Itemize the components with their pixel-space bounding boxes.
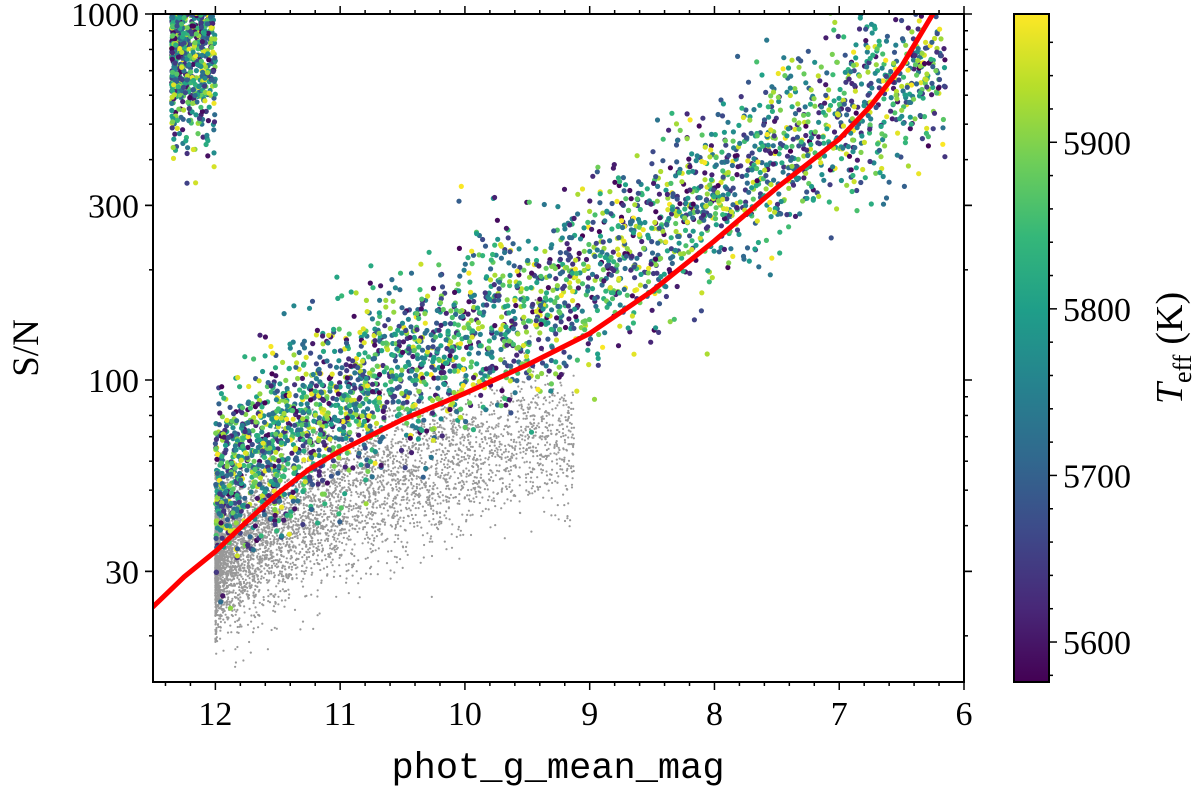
- colorbar-label-unit: (K): [1149, 292, 1191, 345]
- colorbar-label-subscript: eff: [1168, 354, 1197, 383]
- x-axis-label: phot_g_mean_mag: [391, 748, 724, 789]
- y-tick-label: 1000: [71, 0, 139, 34]
- y-axis-label: S/N: [6, 319, 47, 377]
- y-axis: 30 100 300 1000: [71, 0, 972, 637]
- colorbar-tick-label: 5800: [1063, 292, 1131, 329]
- colorbar-gradient: [1013, 13, 1050, 683]
- y-tick-label: 30: [105, 554, 139, 591]
- plot-frame: [152, 13, 965, 683]
- y-tick-label: 300: [88, 188, 139, 225]
- colorbar-tick-label: 5600: [1063, 625, 1131, 662]
- x-tick-label: 11: [324, 696, 357, 733]
- colorbar-tick-label: 5900: [1063, 125, 1131, 162]
- teff-scatter-series: [169, 14, 948, 611]
- colorbar-tick-label: 5700: [1063, 458, 1131, 495]
- x-tick-label: 6: [956, 696, 973, 733]
- x-tick-label: 9: [581, 696, 598, 733]
- x-tick-label: 12: [198, 696, 232, 733]
- x-axis: 12 11 10 9 8 7 6: [164, 6, 973, 733]
- x-tick-label: 8: [706, 696, 723, 733]
- colorbar-label-symbol: T: [1149, 380, 1191, 404]
- colorbar: 5600 5700 5800 5900 Teff (K): [1013, 13, 1197, 683]
- colorbar-label: Teff (K): [1149, 292, 1197, 404]
- colorbar-ticks: 5600 5700 5800 5900: [1049, 41, 1131, 677]
- y-tick-label: 100: [88, 363, 139, 400]
- x-tick-label: 7: [831, 696, 848, 733]
- plot-area: [152, 13, 965, 683]
- fit-curve: [153, 14, 936, 610]
- x-tick-label: 10: [448, 696, 482, 733]
